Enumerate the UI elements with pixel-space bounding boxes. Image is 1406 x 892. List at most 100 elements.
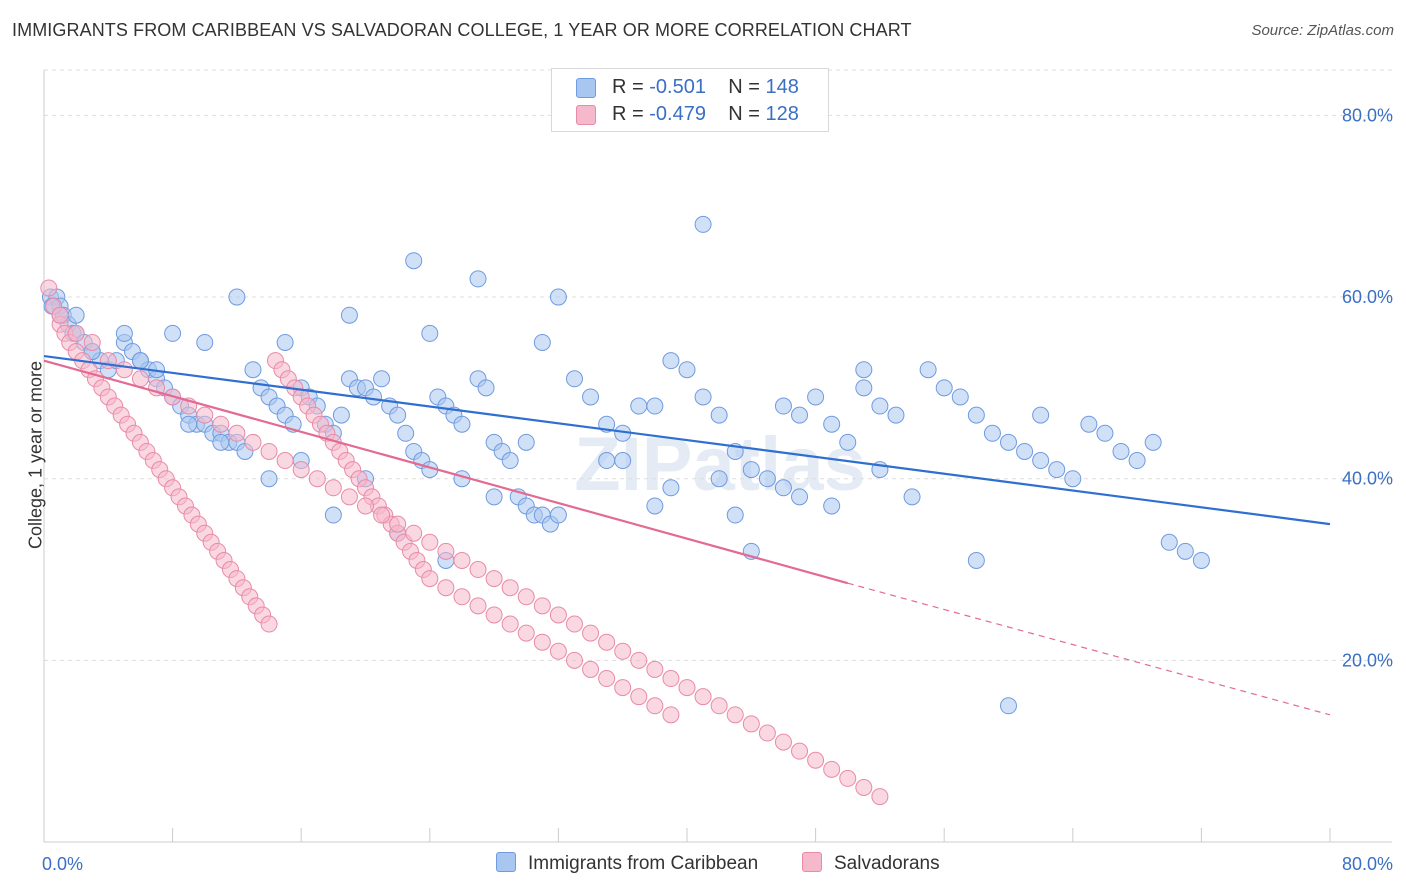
data-point [646,397,664,415]
bottom-legend-salvadorans: Salvadorans [802,852,940,875]
data-point [758,470,776,488]
legend-n-label: N = [728,76,760,98]
data-point [565,651,583,669]
data-point [646,697,664,715]
data-point [630,651,648,669]
data-point [397,424,415,442]
data-point [131,370,149,388]
data-point [565,370,583,388]
data-point [485,606,503,624]
data-point [453,588,471,606]
data-point [887,406,905,424]
data-point [582,388,600,406]
bottom-legend-caribbean: Immigrants from Caribbean [496,852,758,875]
data-point [405,524,423,542]
data-point [196,406,214,424]
data-point [292,461,310,479]
data-point [421,570,439,588]
data-point [1128,452,1146,470]
data-point [164,324,182,342]
data-point [839,433,857,451]
x-tick-label: 0.0% [42,854,83,874]
data-point [180,415,198,433]
data-point [1160,533,1178,551]
legend-swatch-salvadorans [576,105,596,125]
data-point [469,561,487,579]
data-point [903,488,921,506]
data-point [726,506,744,524]
y-tick-label: 40.0% [1342,469,1393,489]
data-point [115,324,133,342]
data-point [855,779,873,797]
data-point [357,497,374,515]
data-point [694,688,712,706]
data-point [485,488,503,506]
data-point [951,388,969,406]
data-point [340,306,358,324]
data-point [678,361,696,379]
legend-n-value-caribbean: 148 [765,76,799,98]
data-point [694,388,712,406]
data-point [1096,424,1114,442]
y-tick-label: 20.0% [1342,650,1393,670]
data-point [260,615,278,633]
data-point [855,361,873,379]
data-point [324,506,342,524]
data-point [469,597,487,615]
data-point [630,688,648,706]
data-point [614,679,632,697]
data-point [51,306,69,324]
data-point [340,488,358,506]
data-point [1000,433,1017,451]
data-point [662,352,680,370]
data-point [324,479,342,497]
data-point [332,406,350,424]
data-point [598,452,616,470]
legend-n-label: N = [728,103,760,125]
data-point [726,706,744,724]
data-point [115,361,133,379]
data-point [758,724,776,742]
data-point [791,488,809,506]
data-point [453,551,471,569]
data-point [276,452,294,470]
data-point [1080,415,1098,433]
data-point [662,670,680,688]
data-point [131,352,149,370]
data-point [646,660,664,678]
data-point [1016,442,1034,460]
data-point [276,333,294,351]
data-point [1192,551,1210,569]
bottom-legend-swatch-caribbean [496,852,516,872]
data-point [710,697,728,715]
data-point [1064,470,1082,488]
data-point [244,433,262,451]
data-point [967,406,985,424]
data-point [67,306,85,324]
data-point [582,624,600,642]
data-point [742,715,760,733]
data-point [807,751,825,769]
data-point [1032,406,1050,424]
data-point [485,570,503,588]
data-point [549,288,567,306]
data-point [533,597,551,615]
y-tick-label: 80.0% [1342,105,1393,125]
data-point [501,452,519,470]
data-point [260,470,278,488]
legend-r-label: R = [612,76,644,98]
data-point [839,769,857,787]
correlation-legend: R = -0.501 N = 148 R = -0.479 N = 128 [551,68,829,132]
data-point [549,642,567,660]
data-point [1144,433,1162,451]
data-point [67,324,85,342]
data-point [260,442,278,460]
data-point [373,370,391,388]
data-point [421,533,439,551]
data-point [630,397,648,415]
data-point [212,415,230,433]
data-point [501,579,519,597]
bottom-legend-label-caribbean: Immigrants from Caribbean [528,853,759,874]
data-point [1112,442,1130,460]
